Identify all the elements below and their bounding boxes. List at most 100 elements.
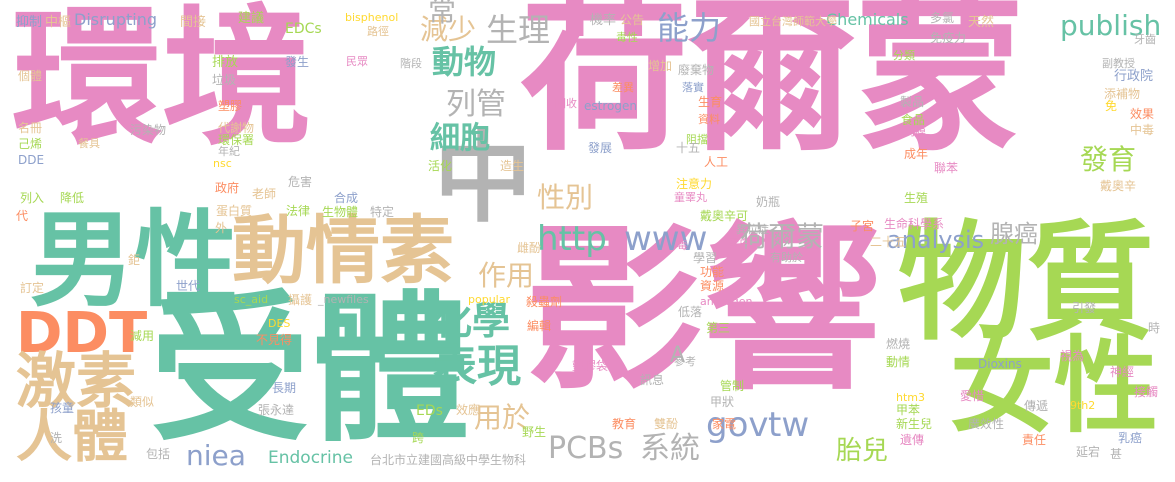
word-73: 回收 xyxy=(555,97,577,110)
word-45: Disrupting xyxy=(74,10,157,29)
word-62: 副教授 xyxy=(1102,57,1135,70)
word-121: 二十五 xyxy=(870,235,907,249)
word-10: DDT xyxy=(16,301,148,366)
word-165: 9th2 xyxy=(1070,399,1096,412)
word-131: 訂定 xyxy=(20,281,45,295)
word-75: 資料 xyxy=(698,113,720,126)
word-125: 有助於 xyxy=(770,251,803,264)
word-127: 世代 xyxy=(176,279,201,293)
word-109: 合成 xyxy=(334,191,359,205)
word-147: 燃燒 xyxy=(886,337,911,351)
word-129: 功能 xyxy=(700,265,725,279)
word-135: popular xyxy=(468,293,510,306)
word-119: 特定 xyxy=(370,205,395,219)
word-171: 跨 xyxy=(412,431,425,445)
word-158: 張永達 xyxy=(258,403,295,417)
word-154: 視為 xyxy=(1060,349,1085,363)
word-160: htm3 xyxy=(896,391,925,404)
word-175: 廣效性 xyxy=(968,417,1005,431)
word-161: 孩童 xyxy=(50,401,75,415)
word-138: 引發 xyxy=(1072,301,1097,315)
word-34: analysis xyxy=(887,226,985,254)
word-30: PCBs xyxy=(548,431,624,466)
word-143: 第三 xyxy=(706,321,731,335)
word-71: 落實 xyxy=(682,81,704,94)
word-87: 環保署 xyxy=(218,133,255,147)
word-77: 食品 xyxy=(901,113,926,127)
word-96: 發展 xyxy=(588,141,613,155)
word-43: 抑制 xyxy=(16,15,43,30)
word-110: 奶瓶 xyxy=(756,195,781,209)
word-178: 乳癌 xyxy=(1118,431,1143,445)
word-148: 神經 xyxy=(1110,365,1135,379)
word-118: 生物體 xyxy=(322,205,359,219)
word-49: 機率 xyxy=(590,13,617,28)
word-177: 責任 xyxy=(1022,433,1047,447)
word-32: 胎兒 xyxy=(836,436,889,466)
word-6: 男性 xyxy=(30,199,239,321)
word-113: 生命科學系 xyxy=(884,217,945,231)
word-166: 傳遞 xyxy=(1024,399,1049,413)
word-167: 接觸 xyxy=(1134,385,1159,399)
word-176: 遺傳 xyxy=(900,433,925,447)
word-63: 添補物 xyxy=(1104,87,1141,101)
word-40: 常 xyxy=(428,0,457,28)
word-149: 長期 xyxy=(272,381,297,395)
word-17: 列管 xyxy=(446,87,506,122)
word-33: niea xyxy=(186,439,246,472)
word-80: 中毒 xyxy=(1130,123,1155,137)
word-74: estrogen xyxy=(584,99,637,113)
word-156: 管制 xyxy=(720,379,745,393)
word-139: 時 xyxy=(1148,321,1161,335)
word-25: 性別 xyxy=(537,181,594,214)
word-44: 中樞 xyxy=(45,15,72,30)
word-105: 降低 xyxy=(60,191,85,205)
word-76: 製品 xyxy=(900,95,925,109)
word-11: 激素 xyxy=(16,347,136,417)
word-122: 外 xyxy=(215,221,228,235)
word-82: 己烯 xyxy=(18,137,43,151)
word-163: 效應 xyxy=(456,403,481,417)
word-78: 內膜 xyxy=(904,125,926,138)
word-19: 減少 xyxy=(420,13,477,46)
word-97: 活化 xyxy=(428,159,453,173)
word-59: 廢棄物 xyxy=(678,63,715,77)
word-173: 家電 xyxy=(712,417,737,431)
word-114: 子宮 xyxy=(850,219,875,233)
word-130: 資源 xyxy=(700,279,725,293)
word-68: 民眾 xyxy=(346,55,368,68)
word-91: 人工 xyxy=(704,155,729,169)
word-85: 污染物 xyxy=(130,123,167,137)
word-132: sc_aid xyxy=(234,293,269,306)
word-98: 造生 xyxy=(500,159,525,173)
word-5: 物質 xyxy=(898,209,1155,358)
word-55: EDCs xyxy=(285,21,322,37)
word-57: 毒性 xyxy=(616,31,638,44)
word-83: DDE xyxy=(18,153,45,167)
word-155: 類似 xyxy=(130,395,155,409)
word-61: 行政院 xyxy=(1114,69,1154,84)
word-128: 雌酚 xyxy=(517,241,542,255)
word-65: 排放 xyxy=(212,55,239,70)
word-15: 細胞 xyxy=(430,121,490,156)
word-18: 生理 xyxy=(486,11,551,49)
word-12: 人體 xyxy=(16,405,128,470)
word-170: 洗 xyxy=(50,431,63,445)
word-67: 發生 xyxy=(285,55,310,69)
word-29: tw xyxy=(768,405,810,445)
word-142: 低落 xyxy=(678,305,703,319)
word-88: 年紀 xyxy=(218,145,240,158)
word-134: _newfiles xyxy=(318,293,369,306)
word-22: http xyxy=(537,219,607,259)
word-89: 阻擋 xyxy=(686,133,708,146)
word-172: 野生 xyxy=(522,425,547,439)
word-120: 蛋白 xyxy=(728,237,750,250)
word-123: 毒 xyxy=(677,239,688,252)
word-64: 個體 xyxy=(18,69,43,83)
word-60: 分類 xyxy=(893,49,915,62)
word-90: 十五 xyxy=(676,141,701,155)
word-69: 階段 xyxy=(400,57,422,70)
word-101: 童睪丸 xyxy=(674,191,707,204)
word-14: 化學 xyxy=(434,299,511,343)
word-50: 公告 xyxy=(620,13,645,27)
